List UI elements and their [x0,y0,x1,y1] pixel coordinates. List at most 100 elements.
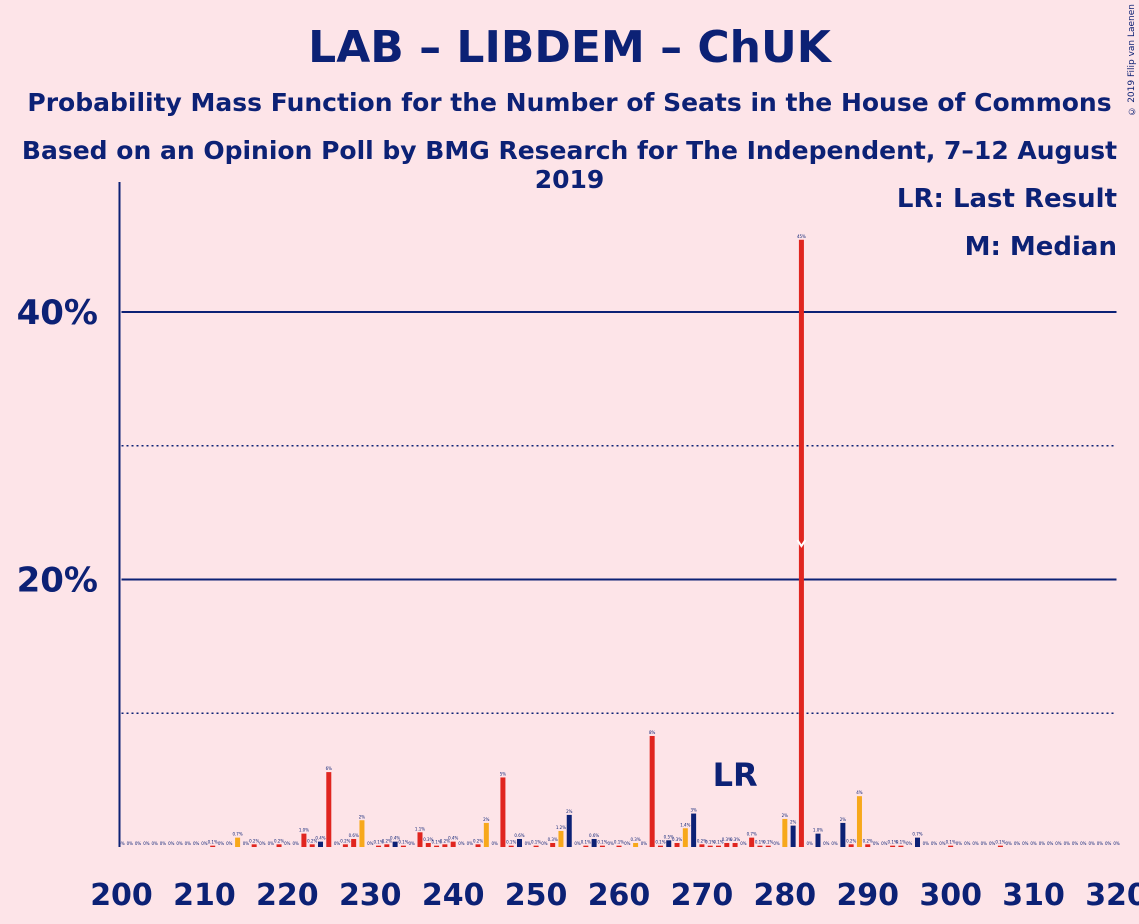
bar-label: 0% [906,841,913,846]
bar-label: 1.4% [680,822,690,827]
bar-label: 0% [1105,841,1112,846]
bar-label: 0% [964,841,971,846]
bar [276,844,282,847]
bar-label: 0% [1072,841,1079,846]
bar [483,822,489,847]
bar-label: 0% [1014,841,1021,846]
bar-label: 0.7% [747,832,757,837]
bar-label: 0% [1064,841,1071,846]
bar-label: 0.2% [697,838,707,843]
bar-label: 3% [690,808,697,813]
bar [235,837,241,847]
bar-label: 0% [491,841,498,846]
bar [716,845,721,847]
bar [666,840,672,847]
bar [948,845,954,847]
bar [210,845,216,847]
bar-label: 0.1% [373,840,383,845]
bar-label: 0.1% [713,840,723,845]
chart-source-line: Based on an Opinion Poll by BMG Research… [21,136,1118,194]
bar [318,841,323,847]
bar-label: 0% [259,841,266,846]
bar-label: 0% [160,841,167,846]
bar [749,837,755,847]
bar-label: 0% [956,841,963,846]
x-tick-label: 300 [919,878,982,913]
bar-label: 0% [574,841,581,846]
bar-label: 2% [782,813,789,818]
bar-label: 0.1% [398,840,408,845]
bar [384,844,390,847]
bar [699,844,705,847]
bar [865,844,871,847]
bar-label: 0.7% [232,832,242,837]
bar-label: 0% [641,841,648,846]
bar-label: 0% [1055,841,1062,846]
bar-label: 4% [856,790,863,795]
bar [765,845,771,847]
x-tick-label: 270 [671,878,734,913]
bar-label: 0% [831,841,838,846]
bar [848,844,854,847]
x-tick-label: 240 [422,878,485,913]
bar [997,845,1003,847]
x-tick-label: 210 [173,878,236,913]
bar-label: 0.1% [655,840,665,845]
x-tick-label: 280 [754,878,817,913]
bar-label: 0.4% [390,836,400,841]
bar-label: 2% [840,817,847,822]
x-tick-label: 310 [1002,878,1065,913]
bar-label: 0% [292,841,299,846]
bar-label: 0% [243,841,250,846]
bar [856,796,862,847]
bar [550,842,556,847]
bar [326,772,332,847]
bar-label: 0.1% [896,840,906,845]
bar [475,844,481,847]
bar [674,842,680,847]
bar-label: 0.3% [730,837,740,842]
bar [450,841,456,847]
bar-label: 0% [1006,841,1013,846]
bar [657,845,663,847]
bar-label: 0.2% [249,838,259,843]
bar-label: 0.1% [888,840,898,845]
bar-label: 0.1% [208,840,218,845]
x-tick-label: 260 [588,878,651,913]
bar-label: 8% [649,730,656,735]
bar-label: 0% [226,841,233,846]
bar [533,845,539,847]
bar-label: 0.6% [589,833,599,838]
bar-label: 0.6% [349,833,359,838]
bar-label: 0% [151,841,158,846]
bar-label: 0% [525,841,532,846]
bar [898,845,904,847]
bar-label: 45% [797,234,806,239]
bar-label: 0% [193,841,200,846]
bar [392,841,398,847]
bar [376,845,382,847]
bar [301,833,307,847]
bar [599,845,605,847]
bar [757,845,763,847]
bar-label: 0.7% [912,832,922,837]
bar [815,833,821,847]
bar [342,844,348,847]
bar-label: 1.0% [813,828,823,833]
bar-label: 0% [409,841,416,846]
y-tick-label: 40% [17,293,98,333]
bar-label: 0% [467,841,474,846]
bar-label: 0% [608,841,615,846]
bar [724,842,730,847]
bar [790,825,796,847]
bar [798,239,804,847]
bar-label: 1.2% [556,825,566,830]
bar-label: 0% [989,841,996,846]
bar-label: 0% [1022,841,1029,846]
bar-label: 0% [939,841,946,846]
bar [649,735,655,847]
bar [691,813,697,847]
y-tick-label: 20% [17,561,98,601]
bar-label: 0% [923,841,930,846]
